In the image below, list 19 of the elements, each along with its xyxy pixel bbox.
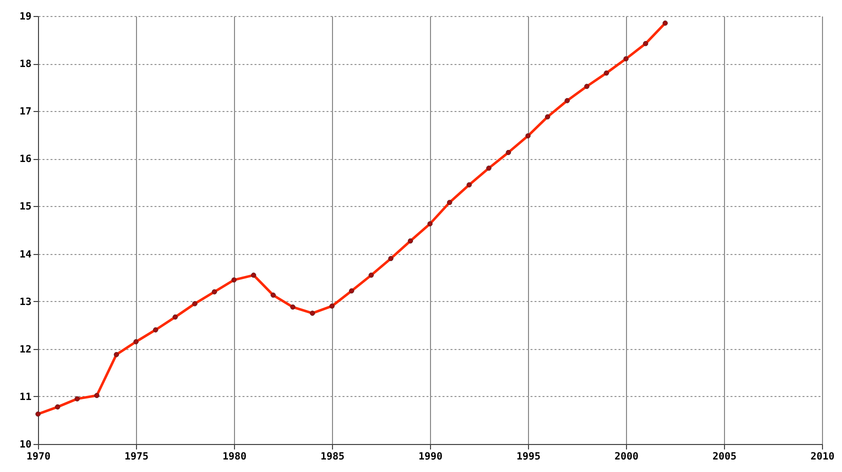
y-tick-label: 16: [19, 154, 32, 166]
y-tick-label: 19: [19, 12, 32, 22]
x-tick-label: 1970: [26, 452, 51, 462]
y-tick-label: 17: [19, 106, 32, 118]
y-tick-label: 14: [19, 249, 32, 260]
x-tick-label: 1990: [418, 452, 443, 462]
x-tick-label: 1980: [222, 452, 247, 462]
y-tick-label: 10: [19, 440, 32, 450]
x-tick-label: 2010: [810, 452, 835, 462]
y-tick-label: 11: [19, 392, 32, 403]
x-tick-label: 2005: [712, 452, 737, 462]
y-tick-label: 13: [19, 296, 32, 308]
y-tick-label: 12: [19, 344, 32, 356]
y-tick-label: 15: [19, 202, 32, 213]
x-tick-label: 2000: [614, 452, 639, 462]
x-tick-label: 1975: [124, 452, 149, 462]
y-tick-label: 18: [19, 59, 32, 70]
x-tick-label: 1985: [320, 452, 345, 462]
x-tick-label: 1995: [516, 452, 541, 462]
